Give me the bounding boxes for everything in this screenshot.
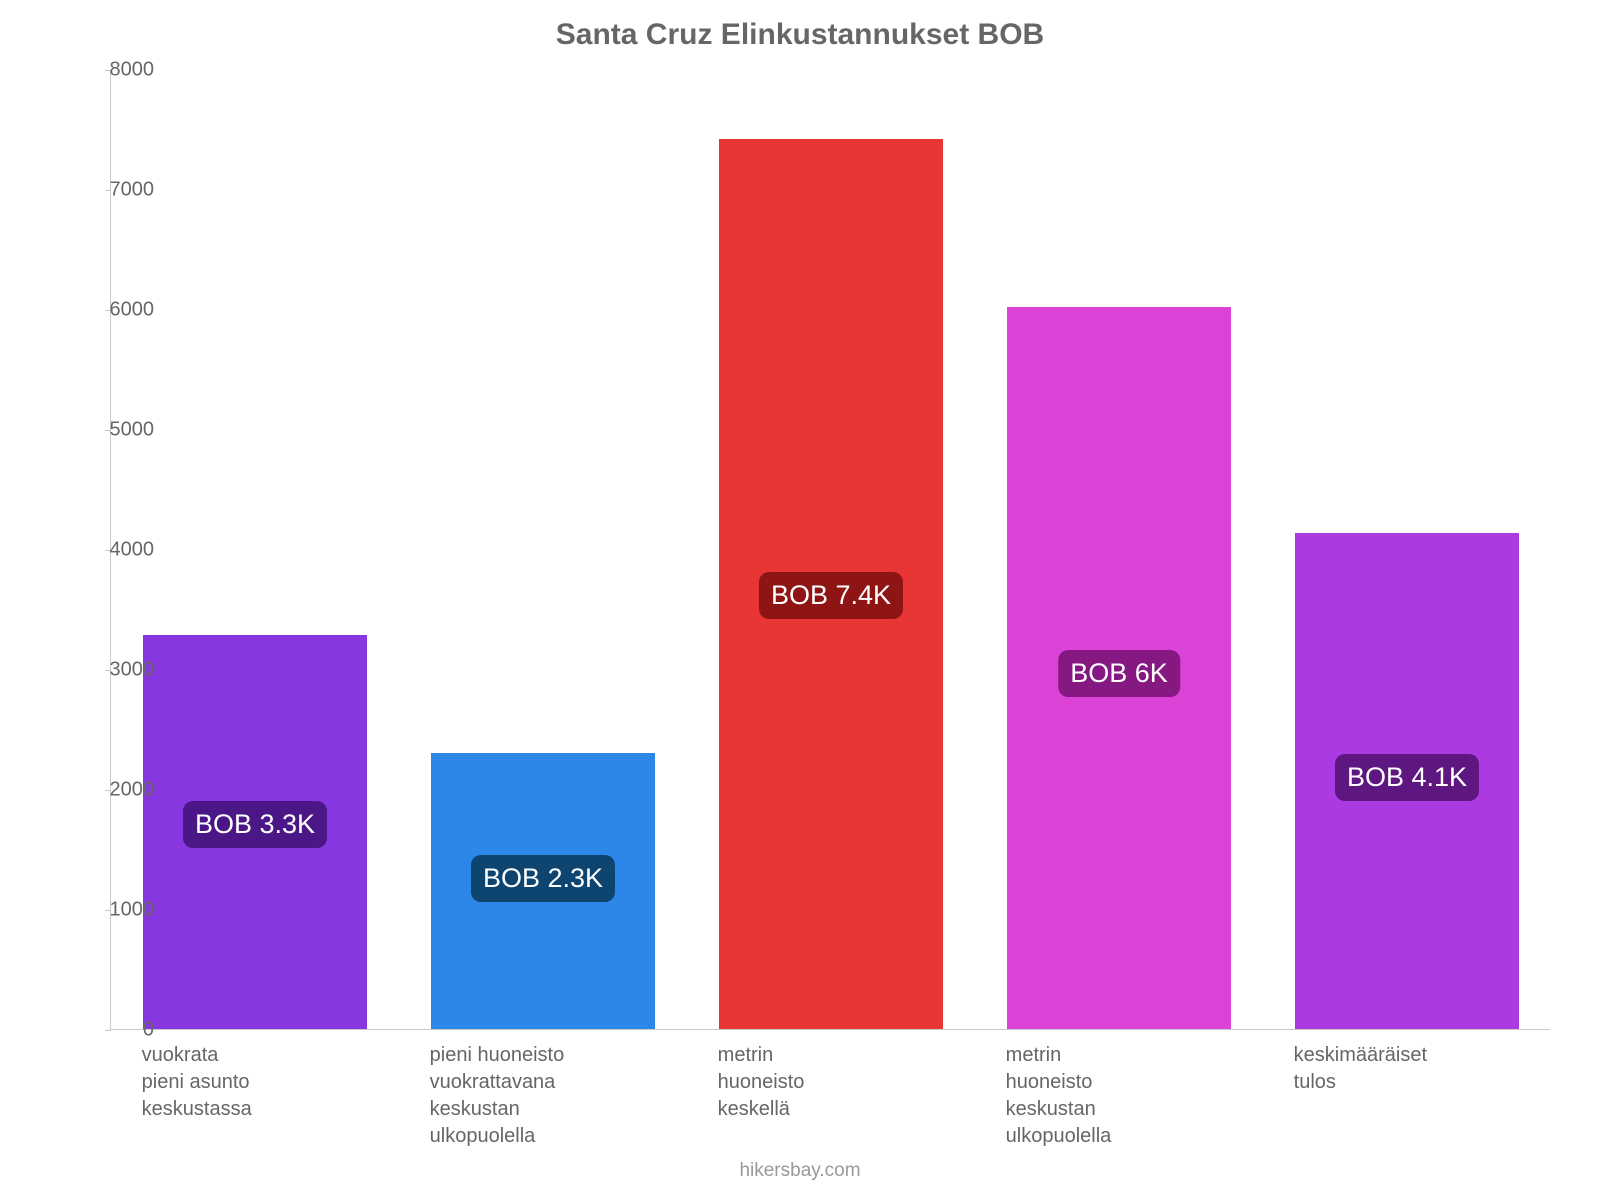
- y-tick-label: 1000: [94, 899, 154, 922]
- bar: BOB 3.3K: [143, 635, 368, 1029]
- bar-value-label: BOB 6K: [1058, 650, 1180, 697]
- y-tick-label: 8000: [94, 59, 154, 82]
- bar-value-label: BOB 2.3K: [471, 855, 615, 902]
- bar-value-label: BOB 7.4K: [759, 572, 903, 619]
- bar-value-label: BOB 4.1K: [1335, 754, 1479, 801]
- y-tick-label: 2000: [94, 779, 154, 802]
- y-tick-label: 7000: [94, 179, 154, 202]
- y-tick-label: 3000: [94, 659, 154, 682]
- bar-value-label: BOB 3.3K: [183, 801, 327, 848]
- y-tick-label: 0: [94, 1019, 154, 1042]
- bar: BOB 7.4K: [719, 139, 944, 1029]
- x-category-label: pieni huoneistovuokrattavanakeskustanulk…: [430, 1042, 655, 1150]
- x-category-label: metrinhuoneistokeskellä: [718, 1042, 943, 1123]
- x-category-label: keskimääräisettulos: [1294, 1042, 1519, 1096]
- y-tick-label: 4000: [94, 539, 154, 562]
- y-tick-label: 5000: [94, 419, 154, 442]
- chart-container: Santa Cruz Elinkustannukset BOB BOB 3.3K…: [0, 0, 1600, 1200]
- y-tick-label: 6000: [94, 299, 154, 322]
- bar: BOB 6K: [1007, 307, 1232, 1029]
- bar: BOB 4.1K: [1295, 533, 1520, 1029]
- plot-area: BOB 3.3K BOB 2.3K BOB 7.4K BOB 6K BOB 4.1K: [110, 70, 1550, 1030]
- attribution-text: hikersbay.com: [0, 1160, 1600, 1182]
- x-category-label: metrinhuoneistokeskustanulkopuolella: [1006, 1042, 1231, 1150]
- bar: BOB 2.3K: [431, 753, 656, 1029]
- chart-title: Santa Cruz Elinkustannukset BOB: [0, 18, 1600, 52]
- x-category-label: vuokratapieni asuntokeskustassa: [142, 1042, 367, 1123]
